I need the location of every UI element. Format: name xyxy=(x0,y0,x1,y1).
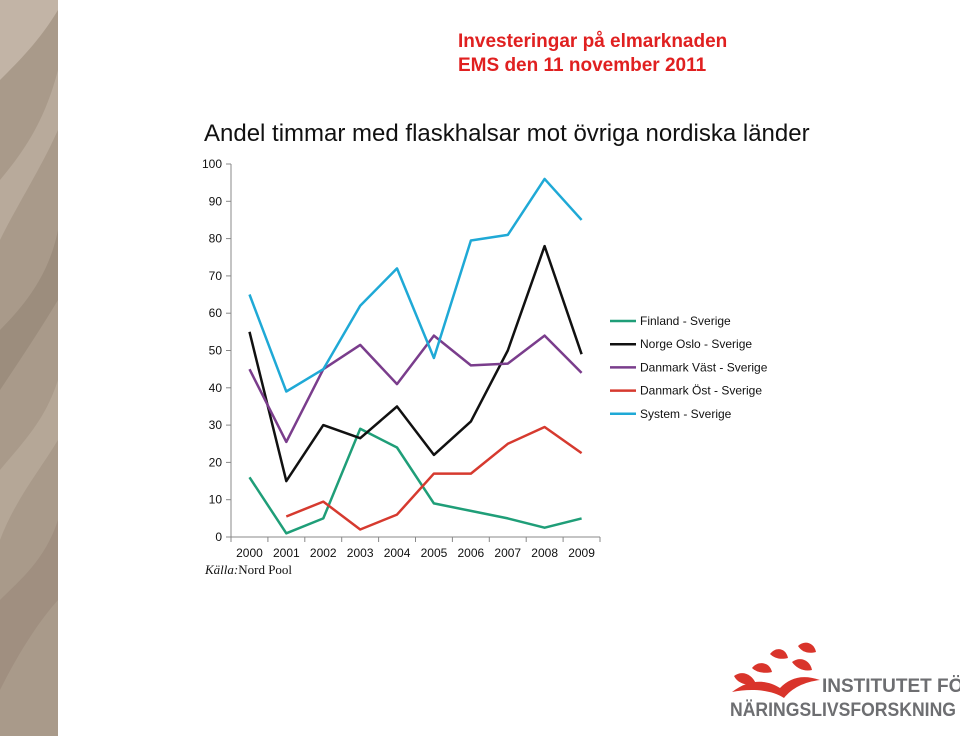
series-line-danmark-v-st-sverige xyxy=(248,334,583,444)
logo-text-line1: INSTITUTET FÖR xyxy=(822,676,960,697)
x-tick-label: 2004 xyxy=(384,546,411,560)
series-line-system-sverige xyxy=(248,177,583,393)
x-tick-label: 2005 xyxy=(421,546,448,560)
source-note: Källa:Nord Pool xyxy=(205,562,292,578)
logo-text-line2: NÄRINGSLIVSFORSKNING xyxy=(730,700,956,721)
line-chart: 0 10 20 30 40 50 60 70 80 90 100 2000 2001 2002 2003 20… xyxy=(202,157,768,560)
y-tick-label: 80 xyxy=(209,232,223,246)
x-tick-label: 2003 xyxy=(347,546,374,560)
logo-leaf-icon xyxy=(732,642,820,698)
source-value: Nord Pool xyxy=(238,562,293,577)
x-tick-label: 2006 xyxy=(457,546,484,560)
legend-label-danmark-v-st-sverige: Danmark Väst - Sverige xyxy=(640,360,768,374)
y-tick-label: 10 xyxy=(209,493,223,507)
series-line-finland-sverige xyxy=(248,427,582,535)
decorative-side-band xyxy=(0,0,58,736)
y-tick-label: 60 xyxy=(209,306,223,320)
header-event-title: Investeringar på elmarknaden xyxy=(458,31,728,52)
legend-label-danmark-st-sverige: Danmark Öst - Sverige xyxy=(640,384,762,398)
y-tick-label: 70 xyxy=(209,269,223,283)
slide-title: Andel timmar med flaskhalsar mot övriga … xyxy=(204,120,810,147)
legend-label-finland-sverige: Finland - Sverige xyxy=(640,314,731,328)
y-tick-label: 90 xyxy=(209,194,223,208)
legend-label-system-sverige: System - Sverige xyxy=(640,407,732,421)
chart-legend: Finland - Sverige Norge Oslo - Sverige Dan… xyxy=(610,314,768,421)
y-tick-label: 100 xyxy=(202,157,222,171)
y-tick-label: 20 xyxy=(209,455,223,469)
legend-label-norge-oslo-sverige: Norge Oslo - Sverige xyxy=(640,337,752,351)
x-tick-label: 2000 xyxy=(236,546,263,560)
source-label: Källa: xyxy=(205,562,239,577)
x-tick-label: 2009 xyxy=(568,546,595,560)
institute-logo: INSTITUTET FÖR NÄRINGSLIVSFORSKNING xyxy=(730,642,960,721)
series-line-danmark-st-sverige xyxy=(285,425,583,531)
chart-axes: 0 10 20 30 40 50 60 70 80 90 100 2000 2001 2002 2003 20… xyxy=(202,157,601,560)
y-tick-label: 0 xyxy=(215,530,222,544)
header-event-date: EMS den 11 november 2011 xyxy=(458,55,707,76)
x-tick-label: 2001 xyxy=(273,546,300,560)
x-tick-label: 2008 xyxy=(531,546,558,560)
x-tick-label: 2007 xyxy=(494,546,521,560)
chart-series xyxy=(248,177,583,535)
y-tick-label: 40 xyxy=(209,381,223,395)
y-tick-label: 30 xyxy=(209,418,223,432)
x-tick-label: 2002 xyxy=(310,546,337,560)
series-line-norge-oslo-sverige xyxy=(248,244,583,483)
y-tick-label: 50 xyxy=(209,344,223,358)
